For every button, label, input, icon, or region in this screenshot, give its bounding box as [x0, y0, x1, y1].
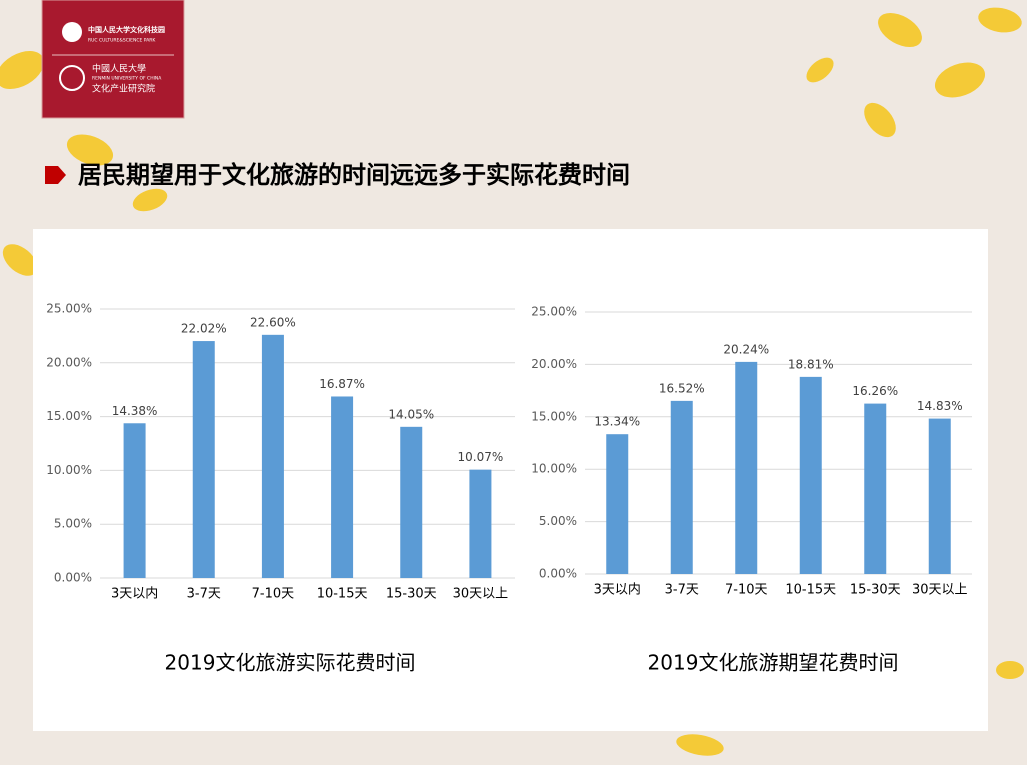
x-tick-label: 30天以上 — [453, 587, 509, 602]
data-label: 14.83% — [917, 399, 963, 413]
logo-box — [41, 0, 185, 119]
chart-title: 2019文化旅游期望花费时间 — [648, 651, 899, 675]
x-tick-label: 15-30天 — [386, 587, 437, 602]
bar — [928, 418, 951, 574]
chart-panel — [33, 229, 988, 731]
bar — [799, 376, 822, 574]
x-tick-label: 15-30天 — [850, 583, 901, 598]
x-tick-label: 7-10天 — [252, 587, 295, 602]
x-tick-label: 30天以上 — [912, 583, 968, 598]
data-label: 14.38% — [112, 404, 158, 418]
bar — [400, 426, 423, 578]
data-label: 10.07% — [458, 450, 504, 464]
data-label: 16.26% — [852, 384, 898, 398]
bar — [606, 434, 629, 574]
y-tick-label: 25.00% — [46, 302, 92, 316]
data-label: 18.81% — [788, 357, 834, 371]
y-tick-label: 0.00% — [539, 567, 577, 581]
x-tick-label: 10-15天 — [785, 583, 836, 598]
bar — [123, 423, 146, 578]
data-label: 22.02% — [181, 322, 227, 336]
x-tick-label: 3-7天 — [187, 587, 221, 602]
y-tick-label: 0.00% — [54, 571, 92, 585]
bar — [331, 396, 354, 578]
bar — [670, 400, 693, 574]
logo-seal — [59, 65, 85, 91]
y-tick-label: 10.00% — [46, 463, 92, 477]
x-tick-label: 3天以内 — [111, 586, 158, 602]
title-marker — [45, 166, 66, 184]
logo-text: RUC CULTURE&SCIENCE PARK — [88, 38, 156, 44]
y-tick-label: 20.00% — [46, 355, 92, 369]
bar — [864, 403, 887, 574]
logo-icon — [62, 22, 82, 42]
logo-text: 文化产业研究院 — [92, 83, 155, 95]
ginkgo-leaves — [0, 7, 1024, 756]
x-tick-label: 10-15天 — [317, 587, 368, 602]
data-label: 20.24% — [723, 342, 769, 356]
data-label: 22.60% — [250, 315, 296, 329]
data-label: 14.05% — [388, 407, 434, 421]
bar — [735, 361, 758, 574]
y-tick-label: 5.00% — [539, 514, 577, 528]
chart-title: 2019文化旅游实际花费时间 — [165, 651, 416, 675]
x-tick-label: 7-10天 — [725, 583, 768, 598]
bar — [192, 341, 215, 578]
bar — [261, 334, 284, 578]
y-tick-label: 15.00% — [531, 409, 577, 423]
logo-text: RENMIN UNIVERSITY OF CHINA — [92, 76, 162, 82]
data-label: 16.52% — [659, 381, 705, 395]
data-label: 13.34% — [594, 415, 640, 429]
x-tick-label: 3天以内 — [594, 582, 641, 598]
y-tick-label: 5.00% — [54, 517, 92, 531]
bar — [469, 469, 492, 578]
y-tick-label: 25.00% — [531, 305, 577, 319]
x-tick-label: 3-7天 — [665, 583, 699, 598]
y-tick-label: 10.00% — [531, 462, 577, 476]
y-tick-label: 15.00% — [46, 409, 92, 423]
slide-title: 居民期望用于文化旅游的时间远远多于实际花费时间 — [78, 161, 630, 189]
data-label: 16.87% — [319, 377, 365, 391]
logo-text: 中國人民大學 — [92, 63, 146, 75]
logo-text: 中国人民大学文化科技园 — [88, 25, 165, 34]
y-tick-label: 20.00% — [531, 357, 577, 371]
